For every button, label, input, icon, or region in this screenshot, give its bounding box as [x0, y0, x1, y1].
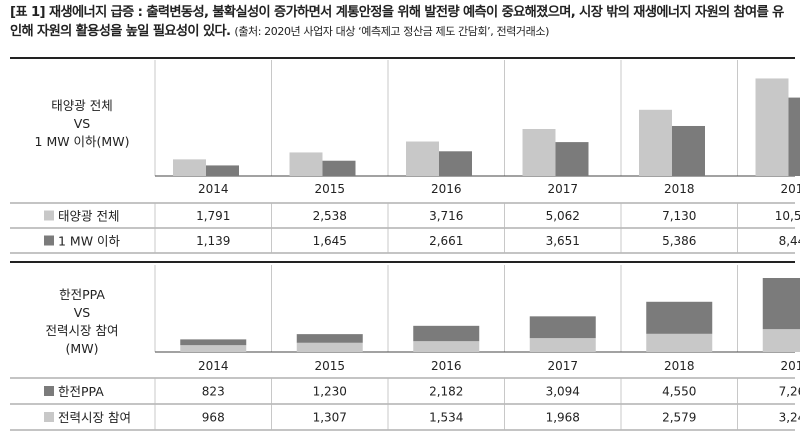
- row-header-line: VS: [74, 116, 91, 131]
- bar-market-participation: [529, 338, 596, 352]
- legend-label: 1 MW 이하: [58, 234, 121, 249]
- data-label: 1,791: [196, 209, 230, 223]
- bar-market-participation: [296, 342, 363, 352]
- data-label: 5,062: [546, 209, 580, 223]
- bar-market-participation: [180, 345, 247, 352]
- data-label: 10,505: [775, 209, 800, 223]
- bar-under-1mw: [439, 151, 472, 176]
- bar-under-1mw: [206, 165, 239, 176]
- bar-kepco-ppa: [646, 301, 713, 334]
- bar-kepco-ppa: [180, 339, 247, 346]
- data-label: 1,645: [313, 234, 347, 248]
- chart-caption: [표 1] 재생에너지 급증 : 출력변동성, 불확실성이 증가하면서 계통안정…: [10, 3, 795, 41]
- data-label: 1,139: [196, 234, 230, 248]
- x-tick-label: 2018: [664, 182, 695, 196]
- data-label: 3,716: [429, 209, 463, 223]
- data-label: 5,386: [662, 234, 696, 248]
- bar-kepco-ppa: [296, 334, 363, 343]
- bar-market-participation: [762, 329, 800, 352]
- data-label: 2,538: [313, 209, 347, 223]
- bar-market-participation: [646, 333, 713, 352]
- bar-kepco-ppa: [529, 316, 596, 339]
- data-label: 1,968: [546, 411, 580, 425]
- bar-kepco-ppa: [762, 278, 800, 330]
- legend-label: 한전PPA: [58, 384, 104, 399]
- x-tick-label: 2017: [547, 359, 578, 373]
- bar-under-1mw: [322, 160, 356, 176]
- x-tick-label: 2015: [314, 359, 345, 373]
- row-header-line: (MW): [66, 341, 99, 356]
- bar-solar-total: [289, 152, 323, 176]
- data-label: 2,182: [429, 385, 463, 399]
- x-tick-label: 2014: [198, 182, 229, 196]
- data-label: 823: [202, 385, 225, 399]
- data-label: 8,444: [779, 234, 800, 248]
- x-tick-label: 2019: [780, 359, 800, 373]
- data-label: 2,579: [662, 411, 696, 425]
- data-label: 2,661: [429, 234, 463, 248]
- bar-market-participation: [413, 341, 480, 352]
- x-tick-label: 2015: [314, 182, 345, 196]
- x-tick-label: 2018: [664, 359, 695, 373]
- bar-under-1mw: [555, 142, 589, 176]
- legend-swatch: [44, 386, 54, 396]
- data-label: 3,651: [546, 234, 580, 248]
- x-tick-label: 2014: [198, 359, 229, 373]
- row-header-line: 전력시장 참여: [46, 323, 119, 338]
- caption-main: [표 1] 재생에너지 급증 : 출력변동성, 불확실성이 증가하면서 계통안정…: [10, 5, 784, 39]
- bar-solar-total: [173, 159, 206, 176]
- caption-source: (출처: 2020년 사업자 대상 ‘예측제고 정산금 제도 간담회’, 전력거…: [234, 25, 549, 38]
- data-label: 968: [202, 411, 225, 425]
- x-tick-label: 2019: [780, 182, 800, 196]
- bar-solar-total: [406, 141, 439, 176]
- legend-label: 전력시장 참여: [58, 410, 131, 425]
- x-tick-label: 2016: [431, 182, 462, 196]
- bar-solar-total: [639, 109, 672, 176]
- data-label: 3,242: [779, 411, 800, 425]
- data-label: 1,534: [429, 411, 463, 425]
- bar-under-1mw: [672, 125, 705, 176]
- data-label: 7,130: [662, 209, 696, 223]
- data-label: 7,263: [779, 385, 800, 399]
- x-tick-label: 2016: [431, 359, 462, 373]
- row-header-line: 1 MW 이하(MW): [35, 134, 130, 149]
- bar-solar-total: [522, 128, 556, 176]
- legend-swatch: [44, 412, 54, 422]
- row-header-line: 한전PPA: [59, 287, 105, 302]
- data-label: 4,550: [662, 385, 696, 399]
- row-header-line: 태양광 전체: [51, 98, 112, 113]
- bar-under-1mw: [788, 97, 800, 176]
- x-tick-label: 2017: [547, 182, 578, 196]
- data-label: 3,094: [546, 385, 580, 399]
- data-label: 1,230: [313, 385, 347, 399]
- row-header-line: VS: [74, 305, 91, 320]
- legend-label: 태양광 전체: [58, 209, 119, 224]
- bar-solar-total: [755, 78, 789, 176]
- data-label: 1,307: [313, 411, 347, 425]
- legend-swatch: [44, 235, 54, 246]
- bar-kepco-ppa: [413, 325, 480, 342]
- legend-swatch: [44, 210, 54, 221]
